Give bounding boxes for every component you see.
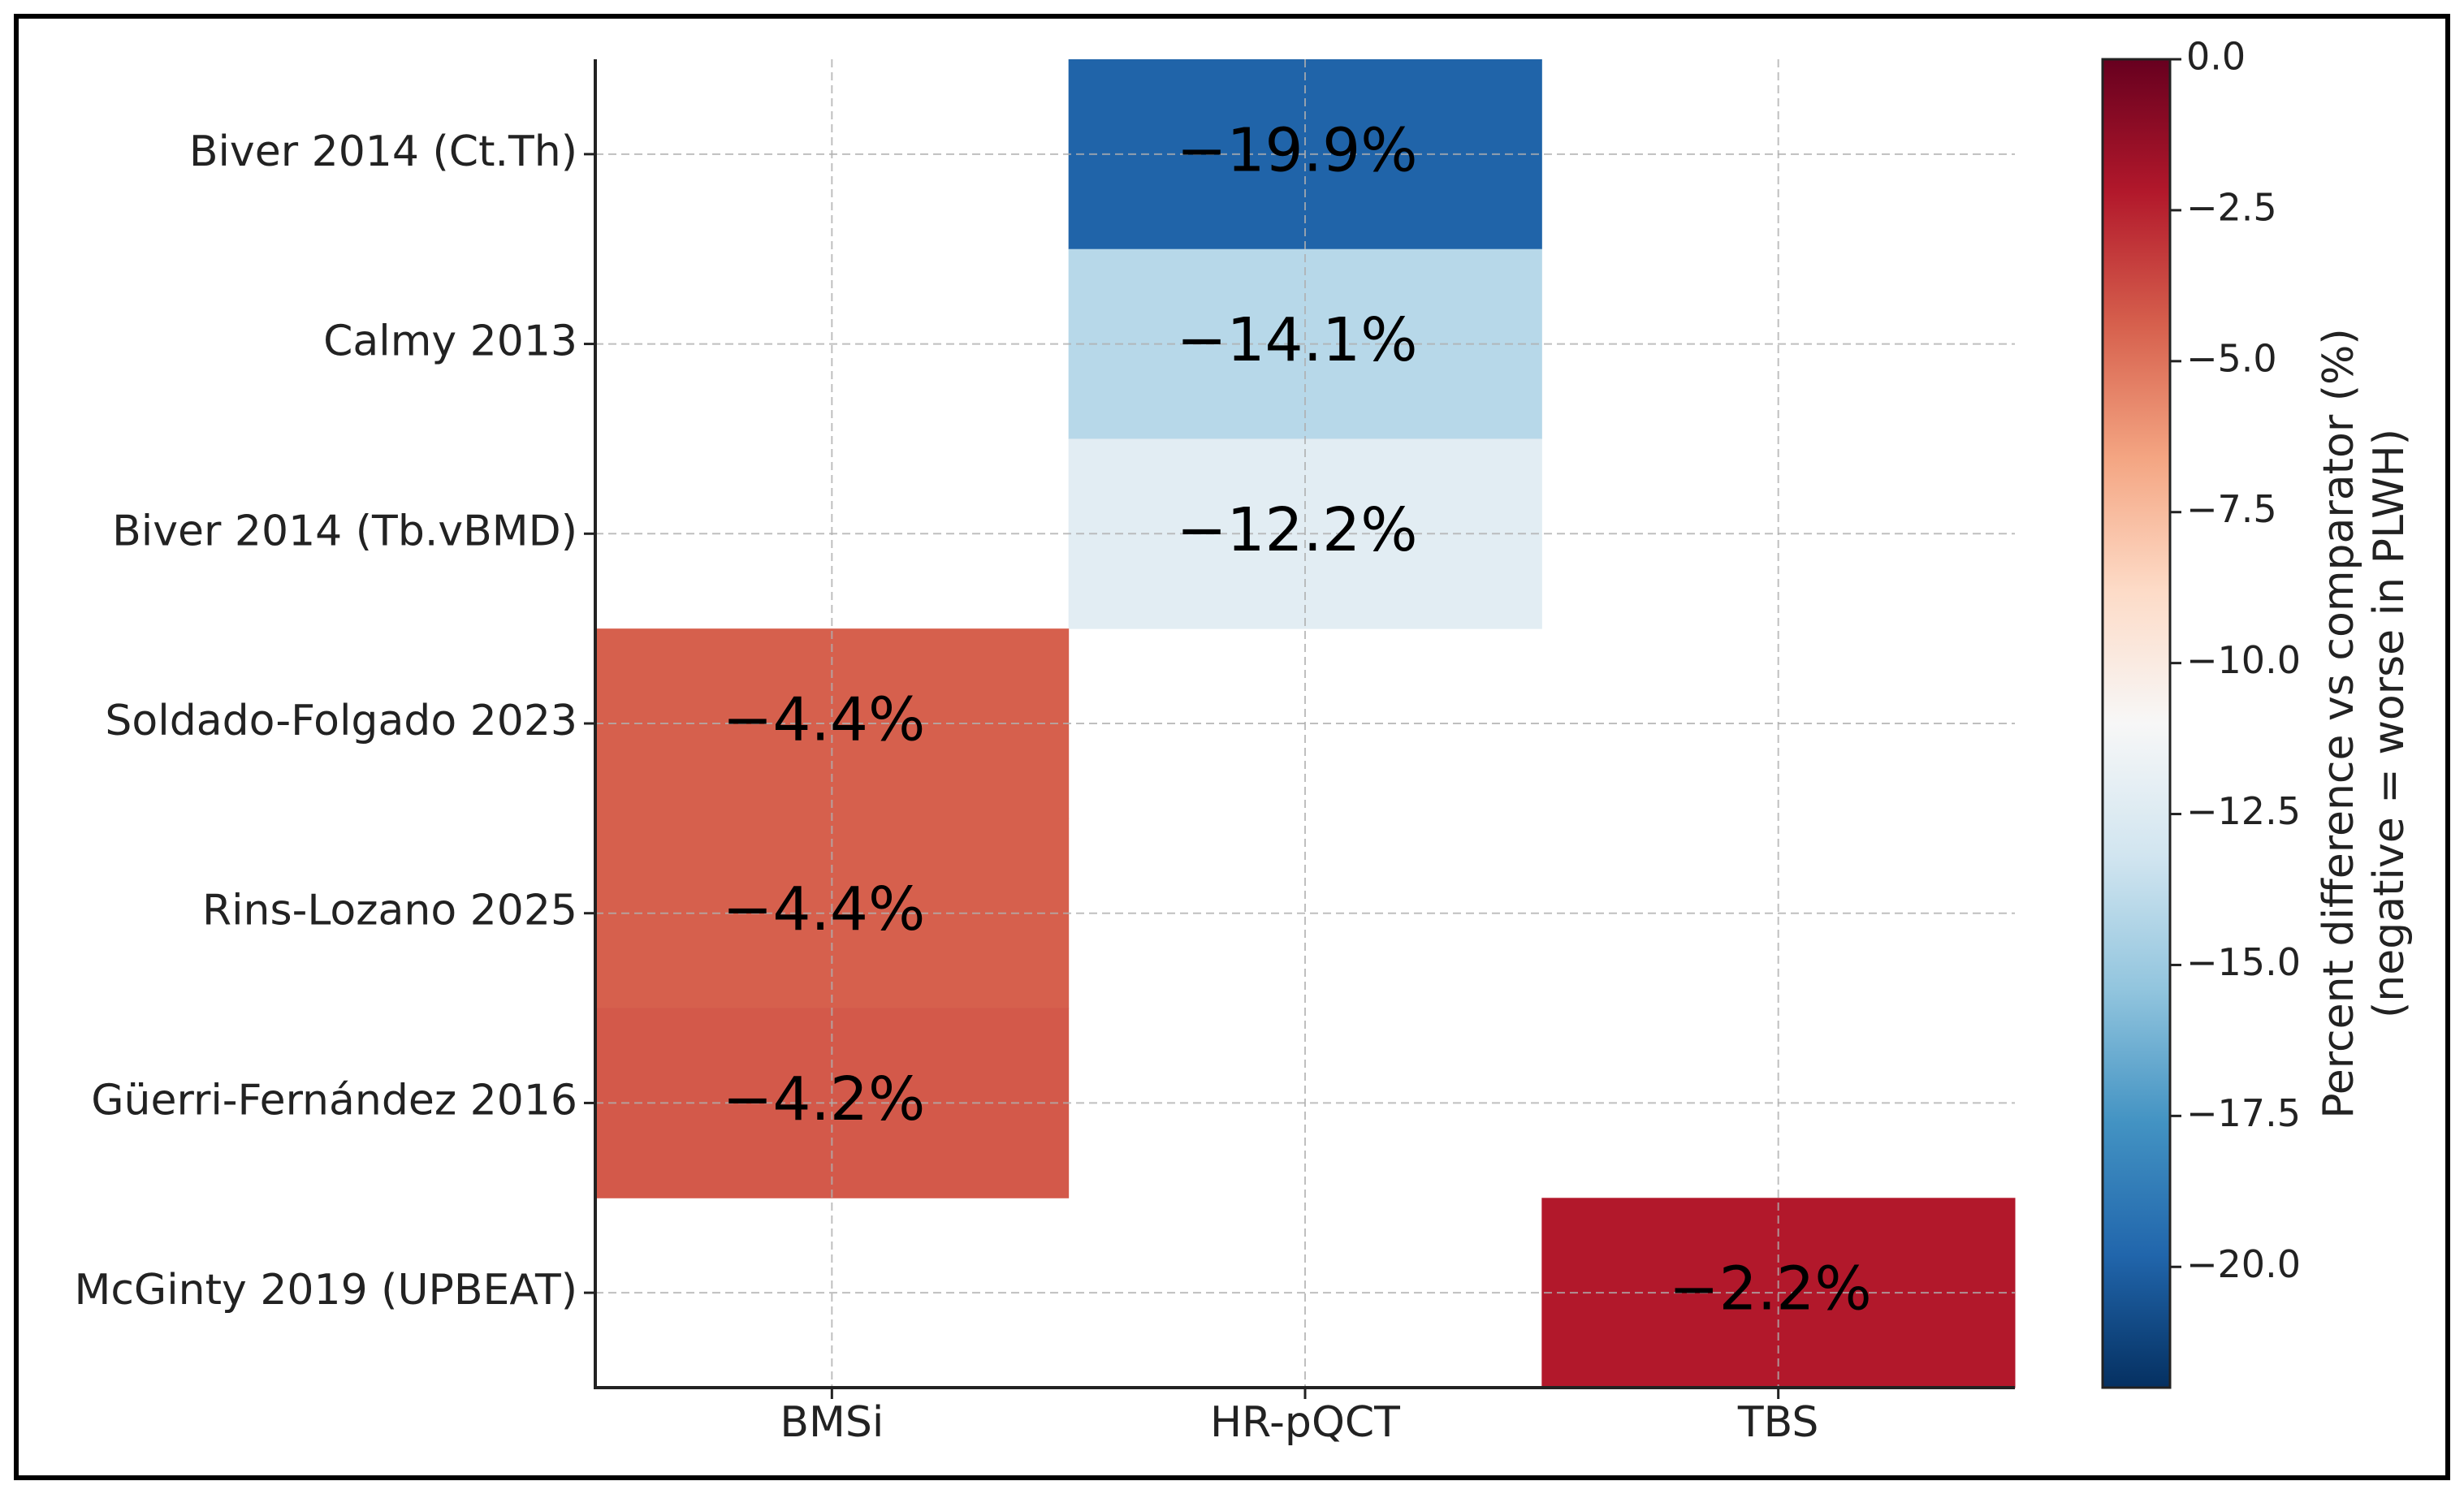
colorbar-tick-label: −7.5 [2186,487,2277,531]
colorbar-tick-label: −15.0 [2186,940,2301,984]
value-label: −14.1% [1176,305,1417,375]
value-label: −19.9% [1176,115,1417,185]
y-tick-label: McGinty 2019 (UPBEAT) [74,1266,577,1315]
colorbar-label: Percent difference vs comparator (%) [2315,328,2363,1118]
y-tick-label: Biver 2014 (Ct.Th) [189,127,577,176]
y-tick-label: Rins-Lozano 2025 [202,887,577,935]
colorbar-tick-label: 0.0 [2186,35,2246,79]
colorbar-tick-label: −2.5 [2186,185,2277,229]
y-tick-label: Güerri-Fernández 2016 [91,1076,577,1125]
colorbar-tick-label: −20.0 [2186,1242,2301,1286]
y-tick-label: Biver 2014 (Tb.vBMD) [112,507,577,555]
value-label: −12.2% [1176,495,1417,565]
colorbar [2101,58,2172,1389]
x-tick-label: HR-pQCT [1210,1398,1400,1447]
y-tick-label: Soldado-Folgado 2023 [105,697,577,745]
colorbar-tick-label: −5.0 [2186,336,2277,380]
value-label: −4.4% [722,685,925,755]
colorbar-label: (negative = worse in PLWH) [2365,429,2414,1018]
colorbar-tick-label: −17.5 [2186,1091,2301,1135]
value-label: −4.2% [722,1064,925,1134]
value-label: −4.4% [722,874,925,944]
colorbar-tick-label: −12.5 [2186,789,2301,833]
value-label: −2.2% [1669,1254,1872,1324]
x-tick-label: TBS [1737,1398,1819,1447]
y-tick-label: Calmy 2013 [323,317,577,366]
colorbar-tick-label: −10.0 [2186,638,2301,682]
x-tick-label: BMSi [780,1398,884,1447]
